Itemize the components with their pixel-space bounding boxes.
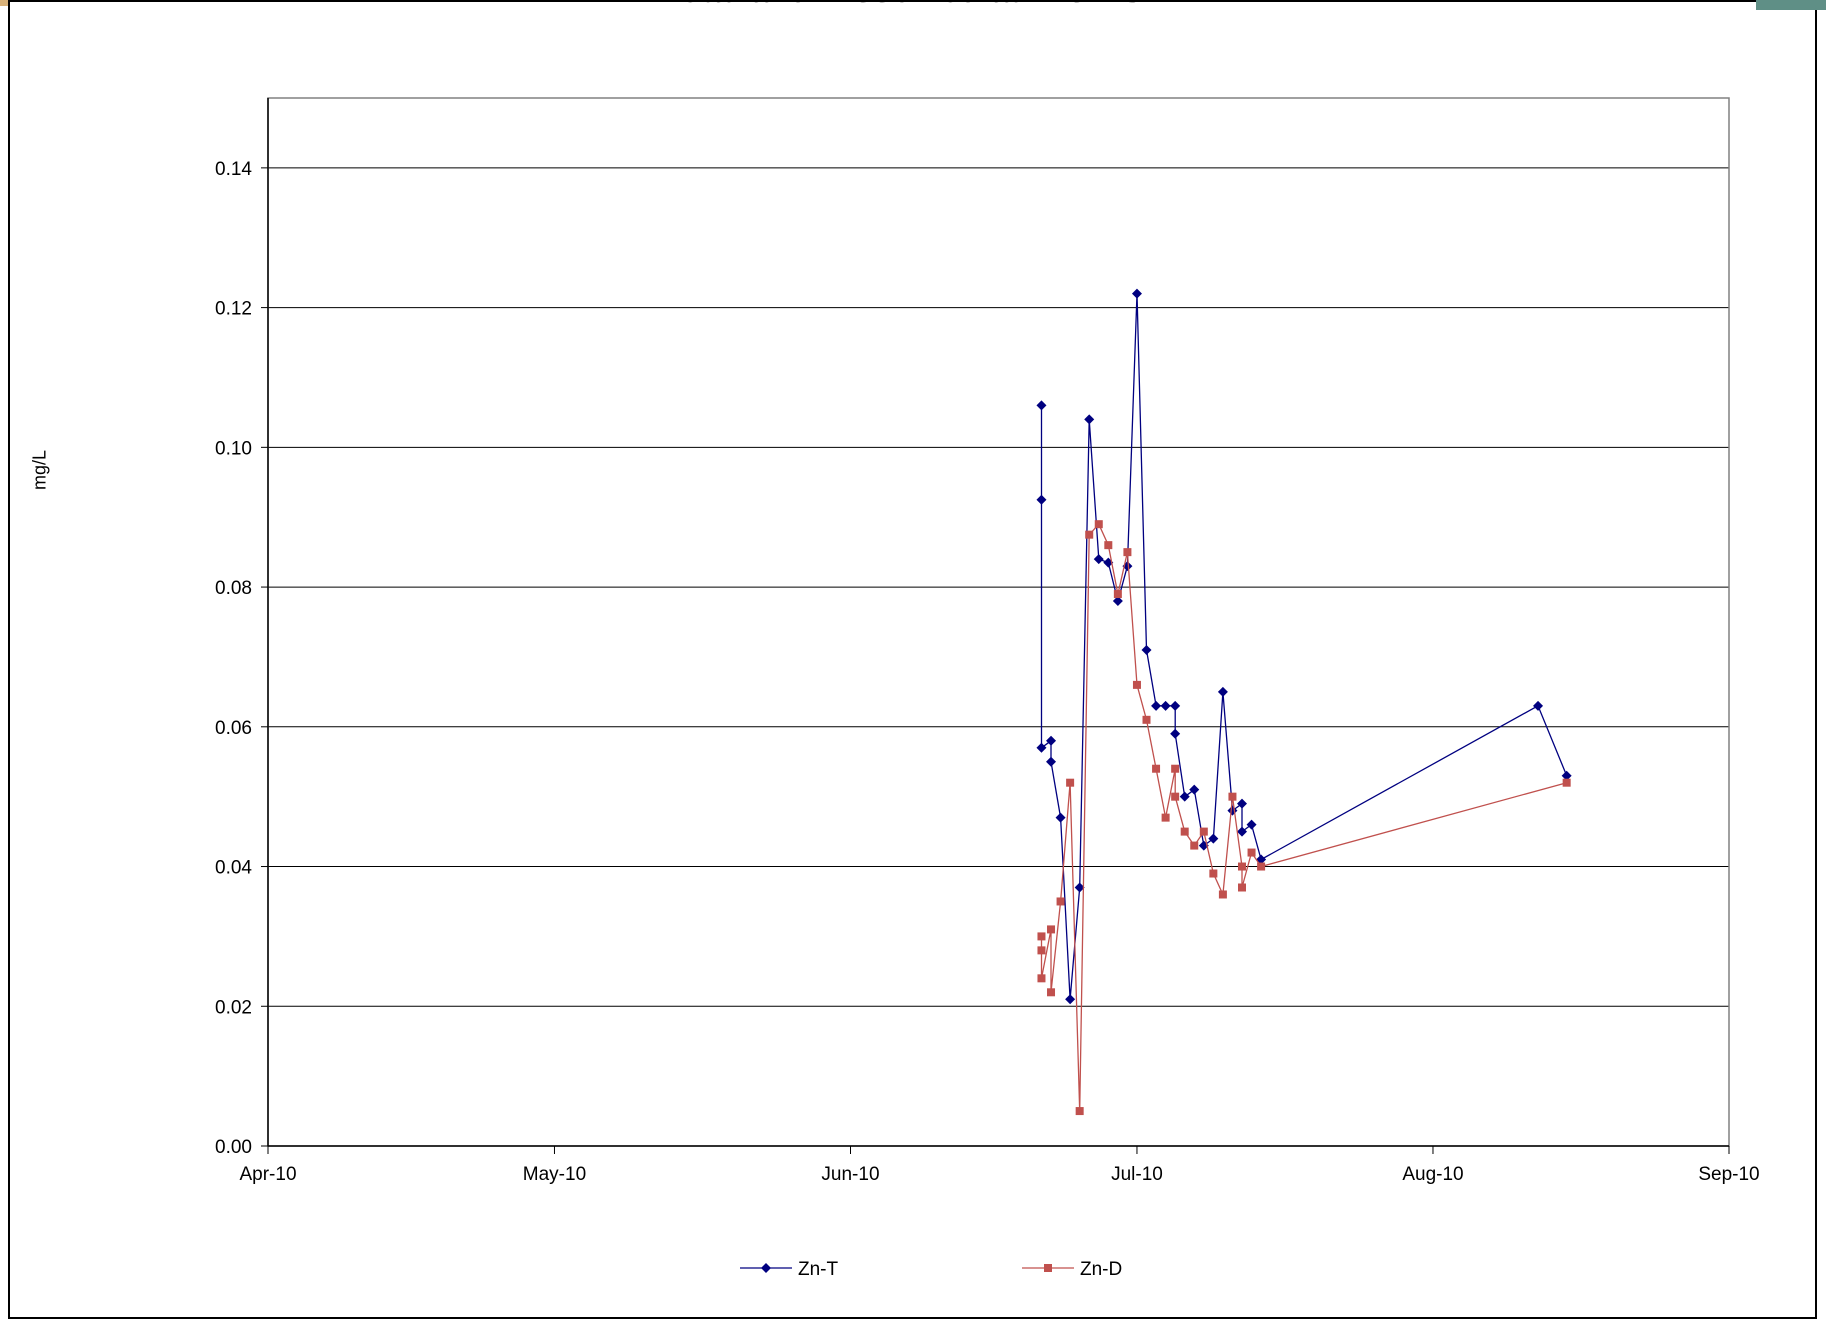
data-point — [1056, 897, 1065, 906]
data-point — [1036, 742, 1047, 753]
data-point — [1036, 494, 1047, 505]
corner-decoration-right — [1756, 0, 1826, 10]
data-point — [1123, 548, 1132, 557]
data-point — [1189, 784, 1200, 795]
data-point — [1218, 890, 1227, 899]
data-point — [1257, 862, 1266, 871]
series-Zn-T — [1036, 288, 1572, 1005]
data-point — [1170, 728, 1181, 739]
data-point — [1065, 994, 1076, 1005]
data-point — [1533, 700, 1544, 711]
data-point — [1238, 862, 1246, 871]
legend: Zn-T Zn-D — [740, 1259, 1122, 1280]
data-point — [1170, 700, 1181, 711]
data-point — [1084, 414, 1095, 425]
data-point — [1562, 778, 1571, 787]
y-tick-label: 0.08 — [215, 578, 252, 599]
chart-frame — [8, 0, 1817, 1319]
data-point — [1171, 792, 1180, 801]
data-point — [1131, 288, 1142, 299]
data-point — [1047, 988, 1056, 997]
data-point — [1142, 715, 1151, 724]
data-point — [1209, 869, 1218, 878]
series-line — [1040, 523, 1567, 1112]
data-point — [1217, 686, 1228, 697]
data-point — [1208, 833, 1219, 844]
data-point — [1246, 819, 1257, 830]
data-point — [1561, 770, 1572, 781]
data-point — [1074, 882, 1085, 893]
data-point — [1132, 680, 1141, 689]
data-point — [1085, 530, 1094, 539]
data-point — [1161, 813, 1170, 822]
data-point — [1238, 883, 1246, 892]
data-point — [1141, 644, 1152, 655]
x-tick-label: Sep-10 — [1698, 1164, 1759, 1185]
data-point — [1046, 735, 1057, 746]
gridlines — [268, 167, 1729, 1007]
data-point — [1247, 848, 1256, 857]
legend-item-Zn-T: Zn-T — [740, 1259, 839, 1280]
data-point — [1112, 596, 1123, 607]
data-point — [1227, 805, 1238, 816]
x-tick-label: May-10 — [523, 1164, 586, 1185]
data-point — [1179, 791, 1190, 802]
data-point — [1044, 1264, 1052, 1272]
data-point — [1151, 700, 1162, 711]
data-point — [1037, 946, 1046, 955]
x-tick-label: Jul-10 — [1111, 1164, 1163, 1185]
data-point — [1152, 764, 1161, 773]
data-point — [1199, 827, 1208, 836]
data-point — [1046, 756, 1057, 767]
data-point — [1113, 590, 1122, 599]
data-point — [1055, 812, 1066, 823]
y-tick-label: 0.02 — [215, 997, 252, 1018]
data-point — [1093, 554, 1104, 565]
data-point — [1190, 841, 1199, 850]
legend-item-Zn-D: Zn-D — [1022, 1259, 1122, 1280]
data-point — [1237, 798, 1247, 809]
plot-area-border — [267, 97, 1730, 1147]
series — [1036, 288, 1572, 1116]
y-tick-label: 0.12 — [215, 299, 252, 320]
data-point — [1037, 932, 1046, 941]
data-point — [1237, 826, 1247, 837]
data-point — [1104, 541, 1113, 550]
chart-title: Total and Dissolved at 728 DS? — [0, 0, 1826, 11]
data-point — [1066, 778, 1075, 787]
y-tick-label: 0.14 — [215, 159, 252, 180]
y-tick-label: 0.04 — [215, 858, 252, 879]
data-point — [1160, 700, 1171, 711]
data-point — [761, 1263, 771, 1273]
x-tick-label: Apr-10 — [239, 1164, 296, 1185]
data-point — [1094, 520, 1103, 529]
data-point — [1171, 764, 1180, 773]
data-point — [1075, 1107, 1084, 1116]
data-point — [1037, 974, 1046, 983]
data-point — [1036, 400, 1047, 411]
x-tick-label: Jun-10 — [821, 1164, 879, 1185]
data-point — [1228, 792, 1237, 801]
y-tick-label: 0.06 — [215, 718, 252, 739]
legend-label: Zn-T — [798, 1259, 839, 1280]
axes: 0.00 0.02 0.04 0.06 0.08 0.10 0.12 0.14 Apr-10 Ma… — [215, 97, 1760, 1185]
data-point — [1047, 925, 1056, 934]
series-Zn-D — [1037, 520, 1571, 1116]
legend-label: Zn-D — [1080, 1259, 1122, 1280]
corner-decoration-left — [0, 0, 8, 6]
y-tick-label: 0.10 — [215, 438, 252, 459]
y-tick-label: 0.00 — [215, 1137, 252, 1158]
series-line — [1040, 293, 1568, 1000]
data-point — [1180, 827, 1189, 836]
x-tick-label: Aug-10 — [1402, 1164, 1463, 1185]
